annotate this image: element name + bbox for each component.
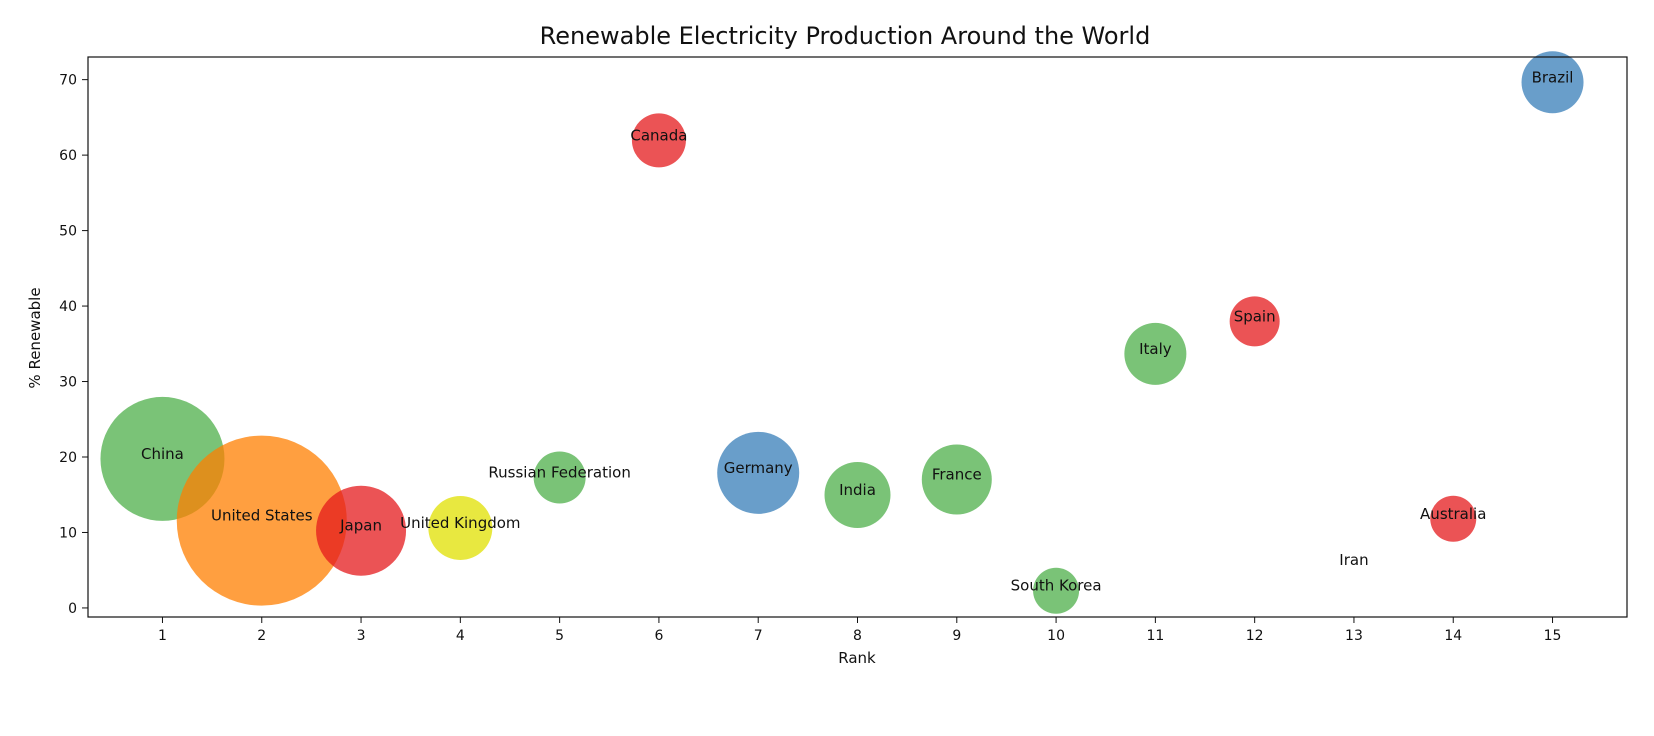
x-tick-label-9: 9	[952, 628, 961, 644]
y-tick-label-10: 10	[59, 525, 77, 541]
bubble-label-australia: Australia	[1420, 505, 1486, 523]
bubble-spain	[1229, 296, 1280, 347]
x-tick-label-15: 15	[1544, 628, 1562, 644]
bubble-label-india: India	[839, 481, 876, 499]
bubble-india	[824, 461, 891, 528]
x-tick-label-13: 13	[1345, 628, 1363, 644]
bubble-france	[921, 444, 992, 515]
plot-frame	[87, 56, 1628, 618]
bubble-label-france: France	[932, 465, 982, 483]
x-tick-label-7: 7	[754, 628, 763, 644]
x-tick-label-4: 4	[456, 628, 465, 644]
bubble-germany	[717, 431, 800, 514]
bubble-australia	[1430, 495, 1477, 542]
bubble-label-china: China	[141, 445, 184, 463]
x-tick-label-3: 3	[357, 628, 366, 644]
x-tick-label-12: 12	[1246, 628, 1264, 644]
x-tick-label-14: 14	[1444, 628, 1462, 644]
bubble-united-kingdom	[428, 495, 493, 560]
y-tick-label-60: 60	[59, 148, 77, 164]
bubble-label-united-states: United States	[211, 507, 313, 525]
x-tick-label-11: 11	[1146, 628, 1164, 644]
bubble-label-south-korea: South Korea	[1011, 577, 1102, 595]
y-tick-label-70: 70	[59, 73, 77, 89]
y-tick-label-0: 0	[68, 601, 77, 617]
x-tick-label-6: 6	[654, 628, 663, 644]
chart-title: Renewable Electricity Production Around …	[540, 22, 1151, 50]
y-tick-label-40: 40	[59, 299, 77, 315]
x-tick-label-10: 10	[1047, 628, 1065, 644]
x-tick-label-2: 2	[257, 628, 266, 644]
bubble-brazil	[1521, 51, 1584, 114]
bubble-label-brazil: Brazil	[1532, 68, 1574, 86]
y-tick-label-30: 30	[59, 375, 77, 391]
bubble-label-spain: Spain	[1234, 307, 1276, 325]
x-tick-label-1: 1	[158, 628, 167, 644]
x-axis-label: Rank	[838, 649, 876, 667]
x-tick-label-8: 8	[853, 628, 862, 644]
bubbles-layer	[100, 51, 1584, 614]
bubble-south-korea	[1033, 567, 1080, 614]
bubble-united-states	[176, 435, 347, 606]
bubble-italy	[1124, 322, 1187, 385]
bubble-russian-federation	[533, 451, 586, 504]
bubble-label-italy: Italy	[1139, 340, 1172, 358]
bubble-label-canada: Canada	[630, 126, 687, 144]
y-axis-label: % Renewable	[26, 287, 44, 388]
bubble-label-russian-federation: Russian Federation	[488, 463, 630, 481]
y-tick-label-20: 20	[59, 450, 77, 466]
bubble-japan	[316, 485, 407, 576]
bubble-label-iran: Iran	[1339, 551, 1368, 569]
bubble-canada	[631, 113, 686, 168]
bubble-label-japan: Japan	[339, 517, 382, 535]
x-tick-label-5: 5	[555, 628, 564, 644]
bubble-label-united-kingdom: United Kingdom	[400, 514, 520, 532]
bubble-label-germany: Germany	[724, 459, 793, 477]
y-tick-label-50: 50	[59, 224, 77, 240]
bubble-labels-layer: China United States Japan United Kingdom Rus…	[141, 68, 1573, 594]
